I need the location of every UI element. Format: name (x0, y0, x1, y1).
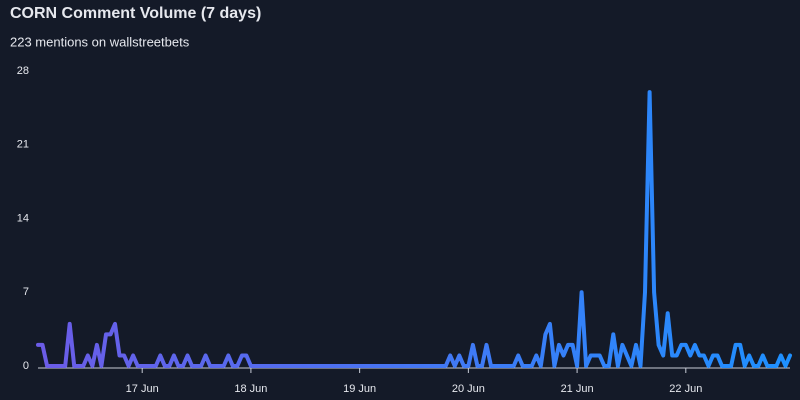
x-tick-label: 19 Jun (343, 383, 376, 395)
y-tick-label: 7 (23, 286, 29, 298)
y-tick-label: 21 (17, 139, 29, 151)
line (36, 90, 792, 368)
chart-title: CORN Comment Volume (7 days) (10, 5, 261, 22)
x-tick-label: 22 Jun (669, 383, 702, 395)
y-tick-label: 28 (17, 65, 29, 77)
x-tick-label: 21 Jun (561, 383, 594, 395)
x-tick-label: 17 Jun (126, 383, 159, 395)
x-tick-label: 18 Jun (234, 383, 267, 395)
x-tick-label: 20 Jun (452, 383, 485, 395)
y-tick-label: 0 (23, 360, 29, 372)
chart-subtitle: 223 mentions on wallstreetbets (10, 34, 190, 49)
y-tick-label: 14 (17, 212, 29, 224)
